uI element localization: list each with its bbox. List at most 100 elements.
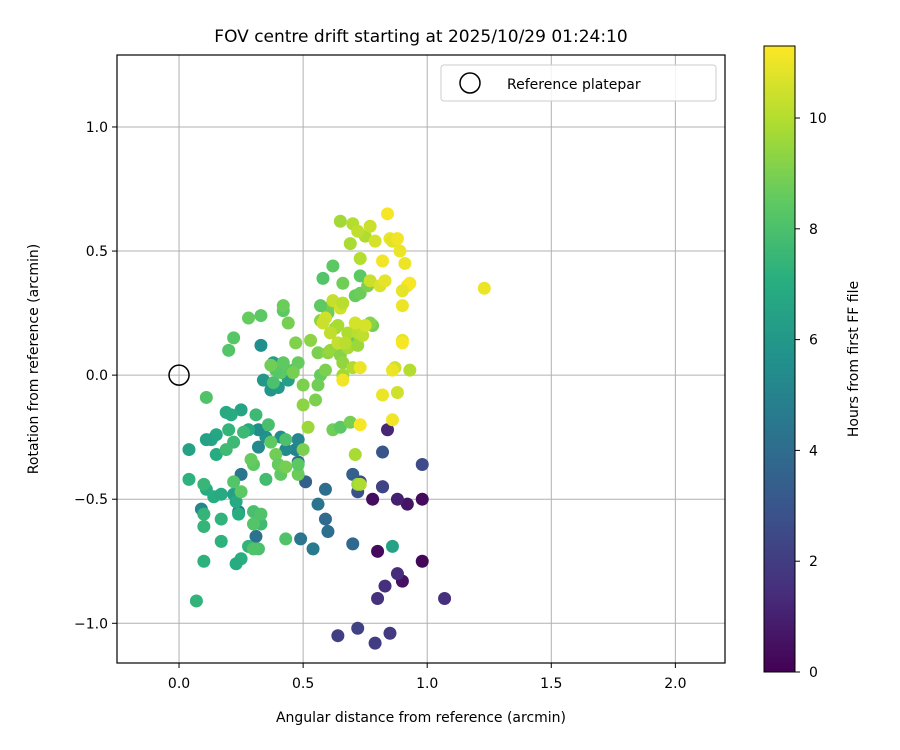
scatter-point bbox=[279, 460, 293, 474]
scatter-point bbox=[316, 271, 330, 285]
scatter-point bbox=[251, 440, 265, 454]
scatter-point bbox=[251, 423, 265, 437]
reference-platepar-marker bbox=[168, 364, 190, 386]
scatter-point bbox=[197, 554, 211, 568]
scatter-point bbox=[264, 358, 278, 372]
scatter-point bbox=[209, 448, 223, 462]
scatter-point bbox=[227, 331, 241, 345]
scatter-point bbox=[219, 443, 233, 457]
scatter-point bbox=[385, 363, 399, 377]
chart-title: FOV centre drift starting at 2025/10/29 … bbox=[214, 27, 627, 47]
scatter-point bbox=[376, 388, 390, 402]
scatter-point bbox=[348, 448, 362, 462]
scatter-point bbox=[197, 507, 211, 521]
scatter-point bbox=[249, 408, 263, 422]
scatter-point bbox=[276, 299, 290, 313]
scatter-point bbox=[477, 281, 491, 295]
y-tick-label: −1.0 bbox=[74, 616, 108, 632]
scatter-point bbox=[395, 284, 409, 298]
scatter-point bbox=[438, 591, 452, 605]
scatter-point bbox=[351, 338, 365, 352]
scatter-point bbox=[294, 532, 308, 546]
legend-entry-reference: Reference platepar bbox=[507, 77, 641, 93]
x-axis-label: Angular distance from reference (arcmin) bbox=[276, 710, 566, 726]
scatter-point bbox=[266, 376, 280, 390]
scatter-point bbox=[276, 356, 290, 370]
scatter-point bbox=[182, 472, 196, 486]
scatter-point bbox=[229, 557, 243, 571]
scatter-point bbox=[291, 433, 305, 447]
scatter-point bbox=[385, 539, 399, 553]
scatter-point bbox=[234, 485, 248, 499]
colorbar-tick-label: 6 bbox=[809, 333, 818, 349]
plot-frame bbox=[116, 54, 726, 664]
scatter-points bbox=[182, 207, 491, 650]
reference-marker-group bbox=[168, 364, 190, 386]
scatter-point bbox=[254, 309, 268, 323]
scatter-point bbox=[376, 480, 390, 494]
scatter-point bbox=[291, 356, 305, 370]
y-tick-label: 0.0 bbox=[86, 368, 108, 384]
scatter-point bbox=[343, 237, 357, 251]
scatter-point bbox=[199, 433, 213, 447]
scatter-point bbox=[363, 219, 377, 233]
scatter-point bbox=[378, 579, 392, 593]
colorbar-tick-label: 2 bbox=[809, 554, 818, 570]
scatter-point bbox=[368, 636, 382, 650]
scatter-point bbox=[380, 207, 394, 221]
scatter-point bbox=[321, 524, 335, 538]
scatter-point bbox=[189, 594, 203, 608]
scatter-point bbox=[385, 413, 399, 427]
scatter-point bbox=[333, 420, 347, 434]
colorbar: 0 2 4 6 8 10 Hours from first FF file bbox=[763, 45, 862, 681]
scatter-point bbox=[390, 492, 404, 506]
y-axis-ticks: −1.0 −0.5 0.0 0.5 1.0 bbox=[74, 120, 117, 632]
scatter-point bbox=[336, 296, 350, 310]
scatter-point bbox=[341, 326, 355, 340]
scatter-point bbox=[197, 477, 211, 491]
scatter-point bbox=[296, 378, 310, 392]
scatter-point bbox=[261, 418, 275, 432]
scatter-point bbox=[304, 333, 318, 347]
scatter-point bbox=[383, 626, 397, 640]
scatter-point bbox=[289, 336, 303, 350]
scatter-point bbox=[415, 492, 429, 506]
scatter-point bbox=[333, 214, 347, 228]
scatter-point bbox=[415, 457, 429, 471]
scatter-point bbox=[371, 591, 385, 605]
scatter-point bbox=[264, 435, 278, 449]
scatter-point bbox=[214, 534, 228, 548]
scatter-point bbox=[371, 544, 385, 558]
scatter-point bbox=[234, 403, 248, 417]
colorbar-tick-label: 10 bbox=[809, 111, 827, 127]
scatter-point bbox=[281, 316, 295, 330]
scatter-point bbox=[269, 448, 283, 462]
x-tick-label: 2.0 bbox=[664, 676, 686, 692]
scatter-point bbox=[376, 254, 390, 268]
scatter-point bbox=[351, 621, 365, 635]
scatter-point bbox=[353, 251, 367, 265]
scatter-point bbox=[222, 343, 236, 357]
x-tick-label: 0.0 bbox=[168, 676, 190, 692]
scatter-point bbox=[279, 532, 293, 546]
scatter-point bbox=[246, 517, 260, 531]
scatter-point bbox=[309, 393, 323, 407]
scatter-point bbox=[279, 443, 293, 457]
scatter-point bbox=[237, 425, 251, 439]
scatter-point bbox=[353, 477, 367, 491]
scatter-point bbox=[358, 318, 372, 332]
scatter-point bbox=[182, 443, 196, 457]
scatter-point bbox=[219, 405, 233, 419]
scatter-point bbox=[296, 443, 310, 457]
colorbar-label: Hours from first FF file bbox=[846, 281, 862, 437]
scatter-point bbox=[351, 224, 365, 238]
scatter-point bbox=[415, 554, 429, 568]
x-axis-ticks: 0.0 0.5 1.0 1.5 2.0 bbox=[168, 663, 687, 692]
scatter-point bbox=[313, 299, 327, 313]
scatter-point bbox=[318, 482, 332, 496]
y-tick-label: −0.5 bbox=[74, 492, 108, 508]
scatter-point bbox=[316, 316, 330, 330]
x-tick-label: 0.5 bbox=[292, 676, 314, 692]
scatter-point bbox=[346, 537, 360, 551]
scatter-point bbox=[246, 542, 260, 556]
